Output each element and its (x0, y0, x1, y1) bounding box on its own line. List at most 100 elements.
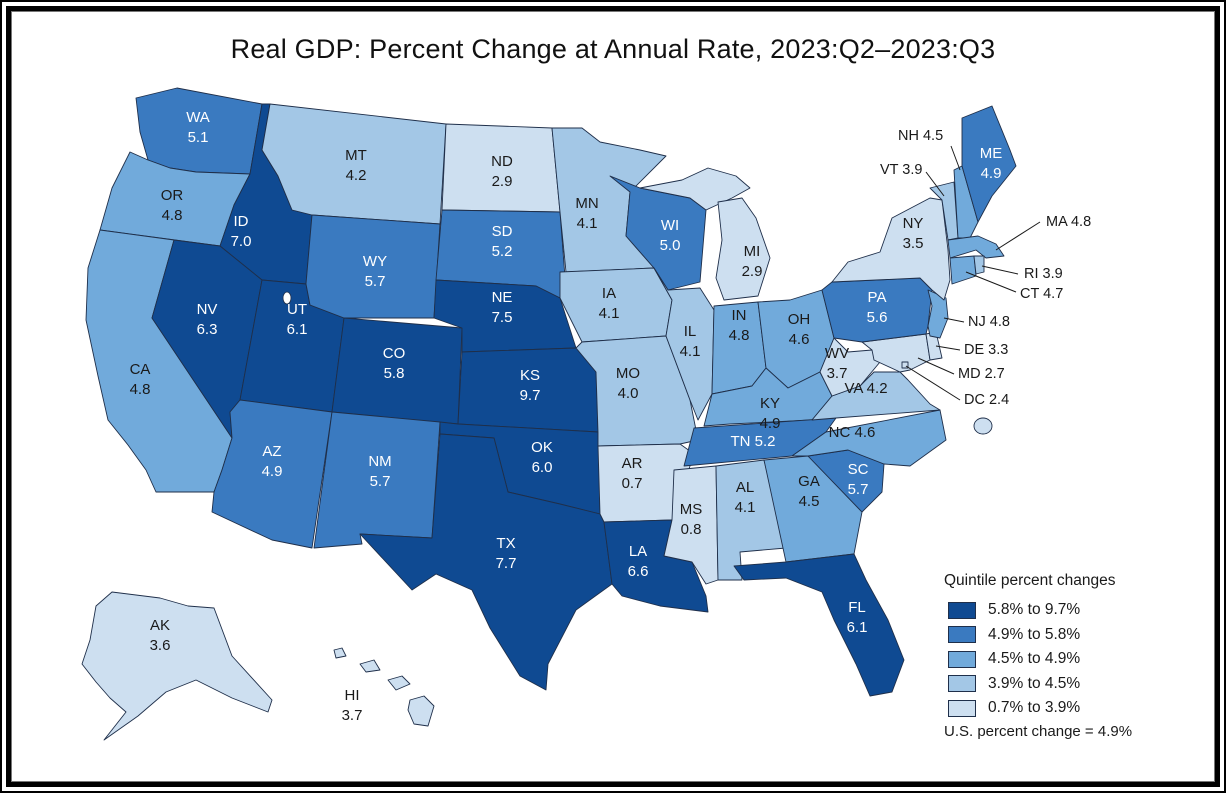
state-value-nj: 4.8 (986, 314, 1010, 330)
state-value-co: 5.8 (384, 365, 405, 382)
state-value-ne: 7.5 (492, 309, 513, 326)
state-abbr-nc: NC (829, 424, 851, 441)
state-label-al: AL (736, 479, 754, 496)
state-label-nj: NJ 4.8 (968, 314, 1010, 330)
state-value-de: 3.3 (984, 342, 1008, 358)
state-MA (947, 235, 1005, 259)
state-value-mn: 4.1 (577, 215, 598, 232)
state-value-ks: 9.7 (520, 387, 541, 404)
state-label-id: ID (234, 213, 249, 230)
state-value-ia: 4.1 (599, 305, 620, 322)
state-abbr-tn: TN (730, 433, 750, 450)
state-RI (973, 255, 985, 275)
legend-item: 0.7% to 3.9% (944, 696, 1184, 721)
state-abbr-nj: NJ (968, 314, 986, 330)
legend-label: 4.9% to 5.8% (988, 625, 1081, 643)
state-TX (359, 433, 613, 691)
state-HI-4 (333, 647, 347, 659)
legend-swatch (948, 675, 976, 693)
state-NY (831, 197, 951, 301)
state-label-az: AZ (262, 443, 281, 460)
state-ME (961, 105, 1017, 223)
state-value-sc: 5.7 (848, 481, 869, 498)
state-label-nh: NH 4.5 (898, 128, 943, 144)
state-value-ny: 3.5 (903, 235, 924, 252)
state-label-sd: SD (492, 223, 513, 240)
leader-vt (925, 171, 945, 197)
state-label-ar: AR (622, 455, 643, 472)
state-value-nv: 6.3 (197, 321, 218, 338)
state-abbr-ri: RI (1024, 266, 1039, 282)
state-label-nv: NV (197, 301, 218, 318)
legend-swatch (948, 601, 976, 619)
state-abbr-md: MD (958, 366, 981, 382)
state-value-la: 6.6 (628, 563, 649, 580)
legend-label: 4.5% to 4.9% (988, 650, 1081, 668)
state-value-ut: 6.1 (287, 321, 308, 338)
lake-shape (282, 291, 292, 305)
legend-item: 4.5% to 4.9% (944, 647, 1184, 672)
state-label-ok: OK (531, 439, 553, 456)
state-abbr-de: DE (964, 342, 984, 358)
state-label-or: OR (161, 187, 184, 204)
legend-label: 0.7% to 3.9% (988, 699, 1081, 717)
state-value-wa: 5.1 (188, 129, 209, 146)
state-NJ (927, 289, 949, 339)
state-value-ar: 0.7 (622, 475, 643, 492)
state-value-mi: 2.9 (742, 263, 763, 280)
state-HI-1 (407, 695, 435, 727)
state-value-oh: 4.6 (789, 331, 810, 348)
state-label-hi: HI (345, 687, 360, 704)
state-NC (791, 409, 947, 467)
state-label-wi: WI (661, 217, 679, 234)
state-label-ms: MS (680, 501, 703, 518)
state-value-in: 4.8 (729, 327, 750, 344)
state-value-al: 4.1 (735, 499, 756, 516)
state-abbr-vt: VT (880, 162, 899, 178)
state-abbr-dc: DC (964, 392, 985, 408)
leader-nh (950, 145, 961, 171)
legend-swatch (948, 699, 976, 717)
state-label-me: ME (980, 145, 1003, 162)
state-value-va: 4.2 (863, 380, 888, 397)
state-value-ct: 4.7 (1039, 286, 1063, 302)
state-label-mi: MI (744, 243, 761, 260)
legend-item: 4.9% to 5.8% (944, 623, 1184, 648)
state-value-ma: 4.8 (1067, 214, 1091, 230)
state-value-ri: 3.9 (1039, 266, 1063, 282)
state-AK (81, 591, 273, 741)
state-label-nm: NM (368, 453, 391, 470)
state-label-md: MD 2.7 (958, 366, 1005, 382)
state-value-nh: 4.5 (919, 128, 943, 144)
state-label-co: CO (383, 345, 406, 362)
us-percent-change: U.S. percent change = 4.9% (944, 722, 1133, 740)
state-value-id: 7.0 (231, 233, 252, 250)
state-value-wv: 3.7 (827, 365, 848, 382)
leader-ri (981, 265, 1019, 275)
state-FL (733, 553, 905, 697)
state-label-nd: ND (491, 153, 513, 170)
state-HI-2 (387, 675, 411, 691)
state-IL (653, 267, 715, 421)
state-NH (953, 165, 979, 239)
state-label-il: IL (684, 323, 697, 340)
legend-swatch (948, 650, 976, 668)
state-value-md: 2.7 (981, 366, 1005, 382)
state-MI-UP (639, 167, 751, 211)
state-value-hi: 3.7 (342, 707, 363, 724)
state-label-mn: MN (575, 195, 598, 212)
state-label-wv: WV (825, 345, 849, 362)
legend-swatch (948, 626, 976, 644)
leader-de (935, 345, 961, 351)
state-label-wa: WA (186, 109, 210, 126)
state-value-dc: 2.4 (985, 392, 1009, 408)
state-value-mo: 4.0 (618, 385, 639, 402)
state-label-la: LA (629, 543, 647, 560)
state-label-ny: NY (903, 215, 924, 232)
legend: Quintile percent changes 5.8% to 9.7% 4.9… (944, 572, 1184, 740)
state-label-tn: TN 5.2 (730, 433, 775, 450)
state-value-mt: 4.2 (346, 167, 367, 184)
leader-ct (965, 271, 1017, 293)
state-label-nc: NC 4.6 (829, 424, 876, 441)
